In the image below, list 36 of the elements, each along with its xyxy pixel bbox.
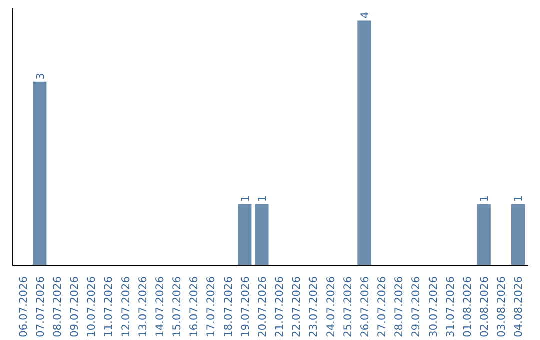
x-tick-label: 26.07.2026	[358, 276, 372, 338]
x-tick-label: 10.07.2026	[85, 276, 98, 338]
x-tick-label: 11.07.2026	[102, 276, 116, 338]
x-tick-label: 09.07.2026	[68, 276, 82, 338]
x-tick-label: 24.07.2026	[324, 276, 338, 338]
x-tick-label: 18.07.2026	[222, 276, 235, 338]
x-tick-label: 30.07.2026	[426, 276, 440, 338]
x-tick-label: 23.07.2026	[307, 276, 320, 338]
x-tick-label: 14.07.2026	[153, 276, 166, 338]
x-tick-label: 21.07.2026	[273, 276, 286, 338]
x-tick-label: 17.07.2026	[204, 276, 218, 338]
x-tick-label: 27.07.2026	[376, 276, 389, 338]
x-tick-label: 07.07.2026	[34, 276, 47, 338]
x-tick-label: 13.07.2026	[136, 276, 150, 338]
x-tick-label: 04.08.2026	[512, 276, 526, 338]
x-tick-label: 01.08.2026	[460, 276, 474, 338]
x-tick-label: 31.07.2026	[444, 276, 457, 338]
x-tick-label: 19.07.2026	[238, 276, 252, 338]
data-label: 4	[358, 12, 372, 19]
x-tick-label: 29.07.2026	[410, 276, 423, 338]
data-label: 1	[478, 196, 492, 202]
x-tick-label: 15.07.2026	[170, 276, 184, 338]
data-label: 1	[512, 196, 526, 202]
x-tick-label: 06.07.2026	[16, 276, 30, 338]
x-tick-label: 25.07.2026	[341, 276, 354, 338]
x-tick-label: 22.07.2026	[290, 276, 304, 338]
x-tick-label: 20.07.2026	[256, 276, 269, 338]
x-tick-label: 16.07.2026	[188, 276, 201, 338]
x-tick-label: 08.07.2026	[50, 276, 64, 338]
x-tick-label: 12.07.2026	[119, 276, 132, 338]
x-tick-label: 28.07.2026	[392, 276, 406, 338]
x-tick-label: 03.08.2026	[495, 276, 508, 338]
x-tick-label: 02.08.2026	[478, 276, 492, 338]
data-label: 1	[238, 196, 252, 202]
data-label: 3	[34, 73, 47, 80]
data-label: 1	[256, 196, 269, 202]
